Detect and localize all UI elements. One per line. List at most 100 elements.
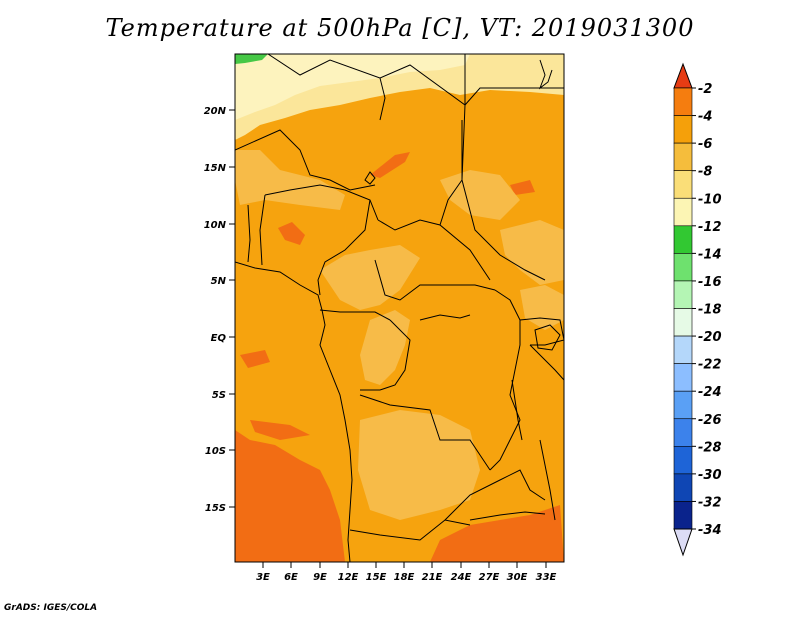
lake-chad	[364, 171, 376, 185]
colorbar-label: -8	[698, 165, 712, 180]
border-drc-angola	[359, 394, 491, 471]
border-algeria-niger	[267, 54, 386, 121]
border-togo	[247, 204, 251, 263]
lon-tick-12e: 12E	[338, 562, 359, 583]
warm-patch-gabon	[240, 350, 270, 368]
lon-label-6e: 6E	[284, 572, 298, 583]
warm-patch-nigeria	[278, 222, 305, 245]
lon-label-9e: 9E	[313, 572, 327, 583]
colorbar-swatch	[673, 115, 693, 144]
coastline-west	[235, 261, 353, 562]
lon-tick-9e: 9E	[313, 562, 327, 583]
zambezi	[469, 511, 546, 521]
border-benin	[259, 194, 266, 266]
grads-credit: GrADS: IGES/COLA	[4, 603, 98, 613]
border-car-south	[374, 259, 496, 301]
lat-tick-eq: EQ	[211, 333, 235, 344]
colorbar-label: -6	[698, 137, 712, 152]
lon-tick-18e: 18E	[394, 562, 415, 583]
lat-label-10n: 10N	[204, 220, 227, 231]
longitude-axis: 3E 6E 9E 12E 15E 18E 21E 24E 27E 30E 33E	[256, 562, 557, 583]
temperature-field	[235, 54, 564, 562]
green-corner-north	[235, 54, 268, 64]
colorbar-swatch	[673, 501, 693, 530]
colorbar-swatch	[673, 363, 693, 392]
colorbar-label: -2	[698, 82, 712, 97]
lat-label-10s: 10S	[205, 446, 226, 457]
lat-tick-15s: 15S	[205, 503, 235, 514]
border-car-north	[377, 219, 491, 281]
warm-patch-chad	[370, 152, 410, 178]
latitude-axis: 20N 15N 10N 5N EQ 5S 10S 15S	[204, 106, 235, 514]
lat-tick-20n: 20N	[204, 106, 235, 117]
lat-label-eq: EQ	[211, 333, 227, 344]
cool-region-westafrica	[235, 150, 345, 210]
lat-label-15s: 15S	[205, 503, 226, 514]
lon-tick-30e: 30E	[507, 562, 528, 583]
border-chad-sudan	[461, 120, 546, 281]
lat-label-5n: 5N	[211, 276, 227, 287]
border-congo-drc	[360, 319, 411, 391]
lon-tick-21e: 21E	[422, 562, 443, 583]
colorbar-swatch	[673, 308, 693, 337]
warm-region-atlantic	[235, 430, 345, 562]
lon-label-18e: 18E	[394, 572, 415, 583]
colorbar-swatch	[673, 197, 693, 227]
border-nigeria-cameroon	[317, 199, 371, 296]
border-cameroon-gabon	[319, 309, 391, 321]
colorbar-swatch	[673, 418, 693, 447]
border-mali-niger	[235, 129, 376, 191]
lat-label-20n: 20N	[204, 106, 227, 117]
map-title: Temperature at 500hPa [C], VT: 201903130…	[105, 14, 695, 42]
border-angola-south	[349, 519, 471, 541]
warm-patch-central	[250, 420, 310, 440]
lat-tick-10s: 10S	[205, 446, 235, 457]
lat-tick-5n: 5N	[211, 276, 235, 287]
country-borders	[235, 54, 564, 562]
colorbar: -2 -4 -6 -8 -10 -12 -14 -16 -18 -20 -22 -24 -26 -28 -3…	[673, 62, 722, 557]
colorbar-label: -26	[698, 413, 722, 428]
colorbar-label: -34	[698, 523, 722, 538]
colorbar-label: -16	[698, 275, 722, 290]
lon-label-21e: 21E	[422, 572, 443, 583]
colorbar-swatch	[673, 253, 693, 282]
lon-label-3e: 3E	[256, 572, 270, 583]
lat-label-15n: 15N	[204, 163, 227, 174]
border-tanzania	[529, 344, 564, 381]
lon-label-15e: 15E	[366, 572, 387, 583]
colorbar-swatch	[673, 473, 693, 502]
lat-tick-15n: 15N	[204, 163, 235, 174]
cool-region-congo	[360, 310, 410, 385]
lon-label-24e: 24E	[451, 572, 472, 583]
border-libya-egypt	[464, 54, 564, 107]
colorbar-swatch	[673, 280, 693, 309]
lon-label-30e: 30E	[507, 572, 528, 583]
lon-tick-24e: 24E	[451, 562, 472, 583]
lon-label-27e: 27E	[479, 572, 500, 583]
colorbar-swatch	[673, 170, 693, 199]
colorbar-label: -22	[698, 358, 722, 373]
lon-tick-3e: 3E	[256, 562, 270, 583]
cool-region-cameroon	[320, 245, 420, 310]
colorbar-label: -4	[698, 110, 712, 125]
colorbar-swatch	[673, 142, 693, 171]
colorbar-label: -28	[698, 440, 722, 455]
colorbar-label: -20	[698, 330, 722, 345]
warm-patch-sudan	[510, 180, 535, 195]
colorbar-label: -18	[698, 303, 722, 318]
cool-region-angola	[358, 410, 480, 520]
colorbar-swatch	[673, 390, 693, 420]
border-malawi	[539, 439, 556, 521]
colorbar-label: -24	[698, 385, 722, 400]
border-niger-chad	[379, 64, 466, 226]
lon-tick-15e: 15E	[366, 562, 387, 583]
border-uganda-kenya	[519, 317, 564, 346]
map-frame	[234, 53, 565, 563]
colorbar-label: -32	[698, 495, 722, 510]
lon-tick-33e: 33E	[536, 562, 557, 583]
lake-tanganyika	[511, 379, 523, 441]
colorbar-swatches	[673, 87, 693, 530]
lon-tick-6e: 6E	[284, 562, 298, 583]
colorbar-top-arrow	[673, 62, 693, 89]
